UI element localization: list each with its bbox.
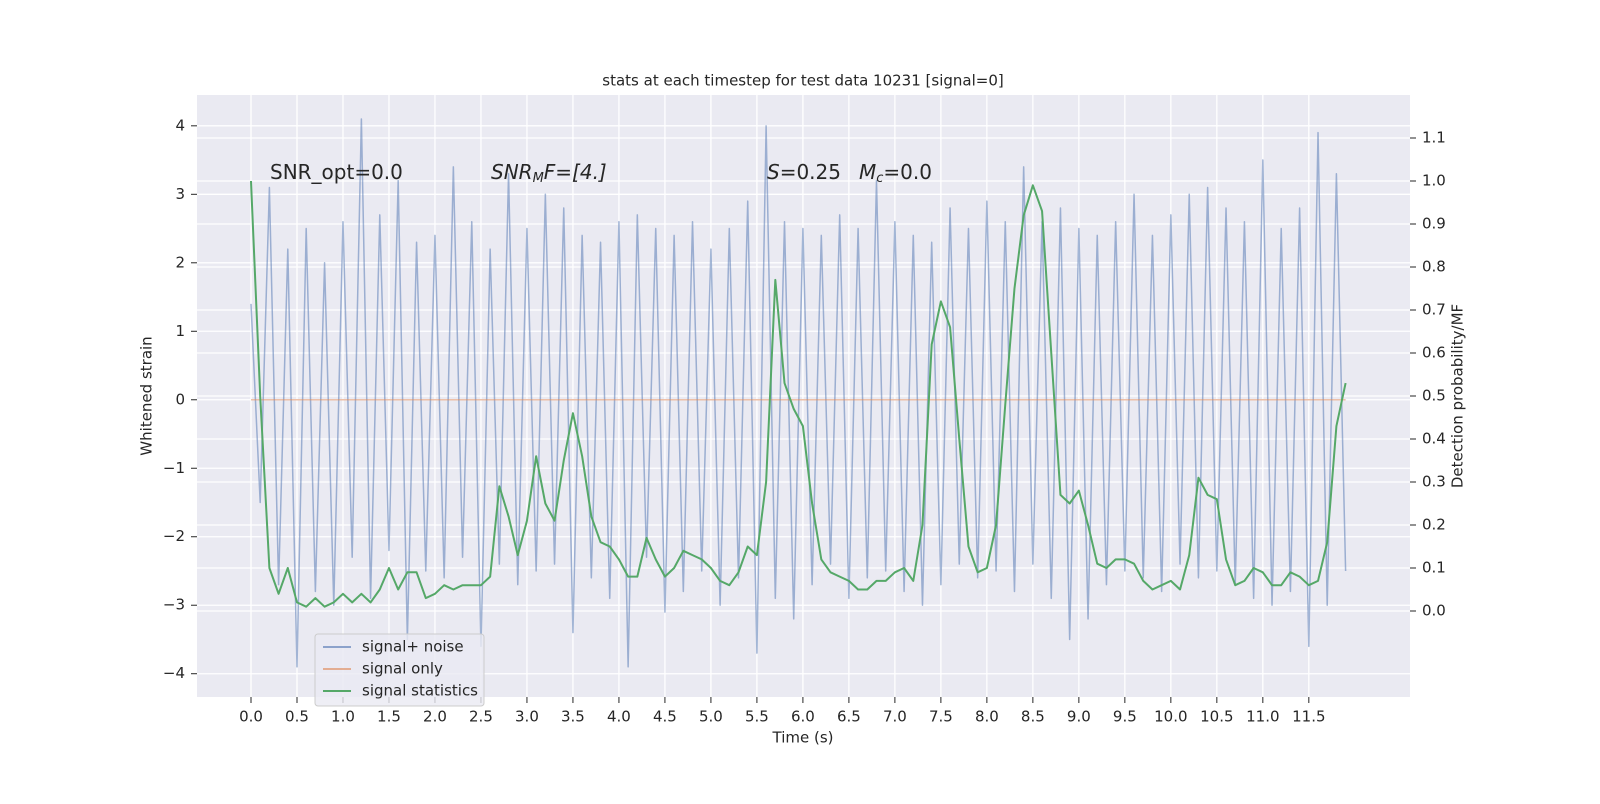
annotation-text: F=[4.] (544, 160, 607, 184)
y-tick-label: −4 (163, 664, 185, 682)
annotation: S=0.25 (767, 160, 841, 184)
annotation-text: c (876, 171, 883, 186)
legend: signal+ noise signal only signal statistic… (314, 633, 485, 707)
annotation: SNRMF=[4.] (491, 160, 607, 186)
y-tick-label: −2 (163, 527, 185, 545)
x-tick-label: 4.5 (653, 708, 677, 726)
annotation-text: S (767, 160, 780, 184)
x-tick-label: 2.0 (423, 708, 447, 726)
y-tick-label: 0 (175, 390, 185, 408)
annotation-text: SNR_opt=0.0 (270, 160, 403, 184)
grid (197, 95, 1410, 697)
y2-tick-label: 1.1 (1422, 129, 1446, 147)
x-axis-label: Time (s) (772, 729, 834, 747)
x-tick-label: 6.5 (837, 708, 861, 726)
x-tick-label: 3.0 (515, 708, 539, 726)
y2-tick-label: 0.3 (1422, 473, 1446, 491)
x-tick-label: 0.5 (285, 708, 309, 726)
x-tick-label: 10.0 (1154, 708, 1187, 726)
x-tick-label: 10.5 (1200, 708, 1233, 726)
lines (249, 118, 1347, 668)
x-tick-label: 9.0 (1067, 708, 1091, 726)
annotation-text: SNR (491, 160, 533, 184)
annotation-text: M (859, 160, 876, 184)
y2-tick-label: 0.8 (1422, 258, 1446, 276)
x-tick-label: 3.5 (561, 708, 585, 726)
y2-tick-label: 0.2 (1422, 516, 1446, 534)
annotation-text: =0.25 (780, 160, 841, 184)
x-tick-label: 11.5 (1292, 708, 1325, 726)
x-tick-label: 8.5 (1021, 708, 1045, 726)
y2-tick-label: 1.0 (1422, 172, 1446, 190)
y2-tick-label: 0.1 (1422, 559, 1446, 577)
x-tick-label: 7.0 (883, 708, 907, 726)
legend-box (314, 633, 485, 707)
y-tick-label: −1 (163, 459, 185, 477)
y-axis-label: Whitened strain (138, 336, 156, 455)
x-tick-label: 0.0 (239, 708, 263, 726)
series-line (249, 180, 1347, 608)
x-tick-label: 5.5 (745, 708, 769, 726)
y-tick-label: 1 (175, 322, 185, 340)
y-tick-label: 4 (175, 116, 185, 134)
legend-label: signal statistics (362, 682, 478, 700)
x-tick-label: 11.0 (1246, 708, 1279, 726)
x-tick-label: 8.0 (975, 708, 999, 726)
axes: 0.0 0.5 1.0 1.5 2.0 2.5 3.0 3.5 4.0 4.5 5.0 5.5 6.0 6… (163, 116, 1446, 725)
y2-axis-label: Detection probability/MF (1449, 304, 1467, 488)
annotation: SNR_opt=0.0 (270, 160, 403, 184)
x-tick-label: 1.0 (331, 708, 355, 726)
legend-label: signal+ noise (362, 638, 464, 656)
chart-title: stats at each timestep for test data 102… (602, 72, 1003, 90)
y2-tick-label: 0.5 (1422, 387, 1446, 405)
x-tick-label: 1.5 (377, 708, 401, 726)
y2-tick-label: 0.4 (1422, 430, 1446, 448)
annotation: Mc=0.0 (859, 160, 932, 186)
y2-tick-label: 0.7 (1422, 301, 1446, 319)
y-tick-label: −3 (163, 596, 185, 614)
x-tick-label: 6.0 (791, 708, 815, 726)
x-tick-label: 7.5 (929, 708, 953, 726)
y-tick-label: 3 (175, 185, 185, 203)
y2-tick-label: 0.6 (1422, 344, 1446, 362)
x-tick-label: 5.0 (699, 708, 723, 726)
legend-label: signal only (362, 660, 443, 678)
y2-tick-label: 0.0 (1422, 602, 1446, 620)
y-tick-label: 2 (175, 253, 185, 271)
x-tick-label: 4.0 (607, 708, 631, 726)
x-tick-label: 9.5 (1113, 708, 1137, 726)
annotation-text: =0.0 (883, 160, 932, 184)
annotation-text: M (533, 171, 544, 186)
x-tick-label: 2.5 (469, 708, 493, 726)
series-line (250, 118, 1347, 668)
y2-tick-label: 0.9 (1422, 215, 1446, 233)
